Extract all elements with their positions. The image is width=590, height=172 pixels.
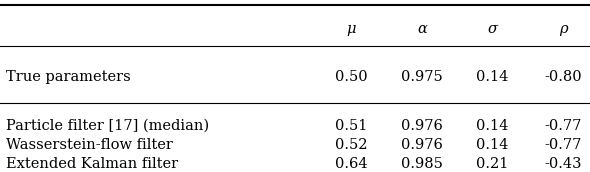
Text: Particle filter [17] (median): Particle filter [17] (median)	[6, 119, 209, 133]
Text: 0.985: 0.985	[401, 157, 442, 171]
Text: μ: μ	[346, 22, 356, 36]
Text: 0.975: 0.975	[401, 69, 442, 84]
Text: 0.50: 0.50	[335, 69, 368, 84]
Text: True parameters: True parameters	[6, 69, 130, 84]
Text: 0.976: 0.976	[401, 138, 442, 152]
Text: 0.21: 0.21	[477, 157, 509, 171]
Text: -0.77: -0.77	[545, 119, 582, 133]
Text: 0.14: 0.14	[477, 69, 509, 84]
Text: 0.52: 0.52	[335, 138, 368, 152]
Text: 0.14: 0.14	[477, 119, 509, 133]
Text: 0.976: 0.976	[401, 119, 442, 133]
Text: 0.14: 0.14	[477, 138, 509, 152]
Text: Extended Kalman filter: Extended Kalman filter	[6, 157, 178, 171]
Text: -0.43: -0.43	[545, 157, 582, 171]
Text: 0.64: 0.64	[335, 157, 368, 171]
Text: Wasserstein-flow filter: Wasserstein-flow filter	[6, 138, 173, 152]
Text: -0.77: -0.77	[545, 138, 582, 152]
Text: α: α	[417, 22, 427, 36]
Text: σ: σ	[488, 22, 497, 36]
Text: -0.80: -0.80	[545, 69, 582, 84]
Text: ρ: ρ	[559, 22, 568, 36]
Text: 0.51: 0.51	[335, 119, 367, 133]
